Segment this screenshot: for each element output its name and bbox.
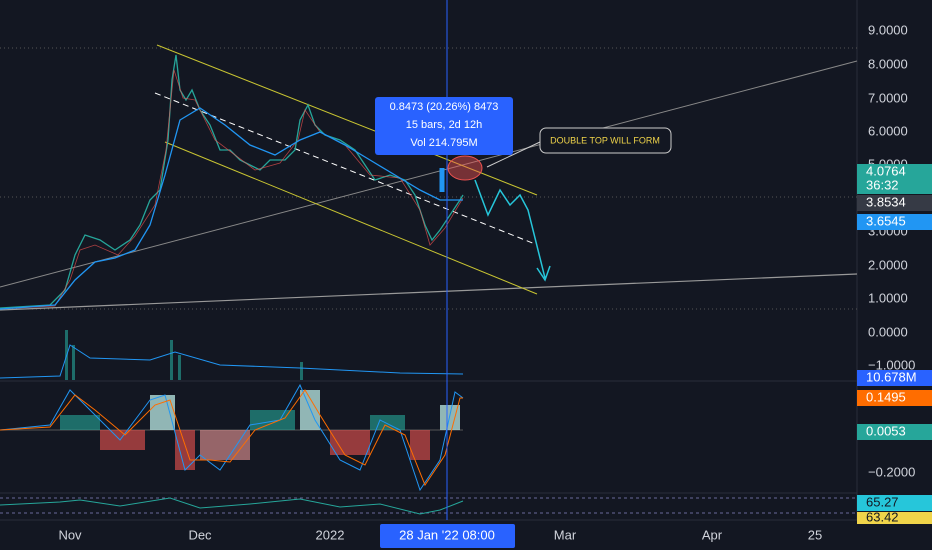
price-label: 1.0000 [868, 290, 908, 305]
badge-label: 10.678M [866, 369, 917, 384]
tooltip-line: Vol 214.795M [410, 137, 477, 149]
macd-label: −0.2000 [868, 464, 915, 479]
badge-label: 65.27 [866, 494, 899, 509]
measure-tooltip [375, 97, 513, 155]
annotation-box [539, 127, 672, 154]
hist-up [440, 405, 460, 430]
volume-bar [178, 355, 181, 380]
price-label: −1.0000 [868, 357, 915, 372]
mid-line [154, 92, 536, 245]
time-axis: Nov Dec 2022 Mar Apr 25 [58, 527, 822, 542]
time-label: Dec [188, 527, 212, 542]
badge-label: 3.6545 [866, 213, 906, 228]
trend-line [0, 60, 858, 288]
annotation-text: DOUBLE TOP WILL FORM [550, 135, 660, 145]
price-badge [857, 195, 932, 211]
price-label: 9.0000 [868, 22, 908, 37]
price-label: 7.0000 [868, 90, 908, 105]
trend-line [0, 273, 858, 311]
badge-label: 0.1495 [866, 389, 906, 404]
macd-line [0, 383, 464, 492]
callout-line [486, 141, 541, 168]
price-badge [857, 164, 932, 194]
time-label: Mar [554, 527, 577, 542]
hist-down [175, 430, 195, 470]
hist-down [330, 430, 370, 455]
crosshair-time-box [380, 524, 515, 548]
hist-up [60, 415, 100, 430]
channel-line [164, 141, 538, 295]
volume-bar [300, 362, 303, 380]
signal-line [0, 389, 463, 487]
badge-label: 4.0764 [866, 163, 906, 178]
price-badge [857, 370, 932, 386]
price-label: 2.0000 [868, 257, 908, 272]
tooltip-line: 0.8473 (20.26%) 8473 [390, 101, 499, 113]
moving-average [0, 107, 463, 310]
price-badge [857, 495, 932, 511]
badge-label: 63.42 [866, 509, 899, 524]
tooltip-line: 15 bars, 2d 12h [406, 119, 482, 131]
forecast-arrow [474, 179, 546, 279]
crosshair-time: 28 Jan '22 08:00 [399, 527, 495, 542]
price-label: 0.0000 [868, 324, 908, 339]
badge-countdown: 36:32 [866, 177, 899, 192]
badge-label: 0.0053 [866, 423, 906, 438]
volume-bar [170, 340, 173, 380]
hist-up [370, 415, 405, 430]
time-label: 2022 [316, 527, 345, 542]
hist-up [250, 410, 295, 430]
highlight-ellipse [447, 155, 483, 181]
channel-line [156, 44, 538, 196]
hist-up [150, 395, 175, 430]
rsi-line [0, 497, 464, 515]
macd-histogram [60, 390, 460, 470]
price-badge [857, 512, 932, 524]
price-label: 8.0000 [868, 56, 908, 71]
hist-down [100, 430, 145, 450]
time-label: 25 [808, 527, 822, 542]
arrow-head [536, 265, 551, 282]
price-badge [857, 214, 932, 230]
volume-ma [0, 344, 464, 379]
hist-down [410, 430, 430, 460]
time-label: Apr [702, 527, 723, 542]
badge-label: 3.8534 [866, 194, 906, 209]
time-label: Nov [58, 527, 82, 542]
price-badge [857, 424, 932, 440]
price-line-down [0, 69, 464, 310]
price-badge [857, 390, 932, 406]
volume-bar [72, 345, 75, 380]
price-label: 6.0000 [868, 123, 908, 138]
hist-down [200, 430, 250, 460]
